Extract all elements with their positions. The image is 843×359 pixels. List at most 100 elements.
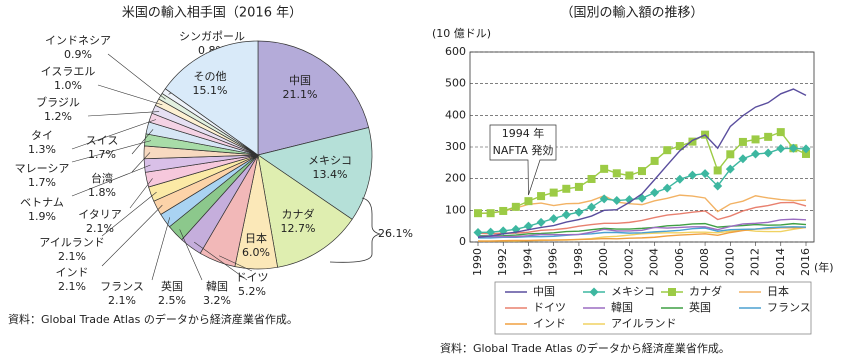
marker — [562, 184, 571, 193]
slice-value-label: 1.9% — [28, 210, 56, 223]
marker — [726, 150, 735, 159]
marker — [523, 221, 533, 231]
marker — [549, 214, 559, 224]
leader-line — [194, 241, 248, 281]
slice-label: 中国 — [289, 74, 311, 87]
marker — [499, 206, 508, 215]
y-tick-label: 400 — [445, 108, 466, 121]
slice-value-label: 13.4% — [313, 168, 348, 181]
series-line — [477, 222, 807, 237]
marker — [473, 228, 483, 237]
slice-value-label: 12.7% — [281, 222, 316, 235]
slice-value-label: 1.8% — [88, 186, 116, 199]
leader-line — [71, 119, 157, 150]
pie-slice — [257, 127, 373, 220]
marker — [688, 137, 697, 146]
slice-value-label: 2.1% — [58, 280, 86, 293]
marker — [751, 135, 760, 144]
marker — [663, 146, 672, 155]
marker — [511, 202, 520, 211]
marker — [776, 144, 786, 154]
series-line — [477, 194, 807, 215]
leader-line — [129, 178, 153, 209]
slice-value-label: 5.2% — [238, 285, 266, 298]
y-tick-label: 200 — [445, 172, 466, 185]
marker — [561, 210, 571, 220]
slice-value-label: 1.7% — [28, 176, 56, 189]
marker — [524, 197, 533, 206]
marker — [624, 195, 634, 205]
slice-value-label: 2.5% — [158, 294, 186, 307]
marker — [637, 193, 647, 203]
marker — [650, 188, 660, 198]
series-line — [477, 218, 807, 238]
leader-line — [131, 152, 151, 173]
marker — [612, 169, 621, 178]
slice-label: イタリア — [78, 208, 122, 221]
x-axis-label: (年) — [814, 260, 834, 274]
line-title: （国別の輸入額の推移） — [560, 6, 703, 21]
x-tick-label: 2012 — [749, 248, 762, 276]
bracket — [329, 197, 381, 263]
legend-marker — [589, 287, 599, 297]
slice-label: フランス — [100, 280, 144, 293]
slice-value-label: 2.1% — [86, 222, 114, 235]
slice-label: その他 — [194, 70, 227, 83]
slice-value-label: 1.3% — [28, 143, 56, 156]
annotation-text: NAFTA 発効 — [493, 143, 554, 157]
slice-label: カナダ — [282, 207, 315, 221]
slice-value-label: 1.2% — [44, 110, 72, 123]
legend-label: アイルランド — [611, 317, 676, 330]
leader-line — [219, 255, 253, 272]
y-tick-label: 600 — [445, 45, 466, 58]
marker — [587, 202, 597, 212]
marker — [486, 209, 495, 218]
slice-label: イスラエル — [41, 65, 96, 78]
slice-label: アイルランド — [39, 236, 104, 249]
x-tick-label: 2010 — [723, 248, 736, 276]
pie-slice — [257, 154, 353, 268]
y-tick-label: 100 — [445, 203, 466, 216]
y-tick-label: 0 — [459, 235, 466, 248]
slice-value-label: 21.1% — [283, 88, 318, 101]
marker — [625, 171, 634, 180]
leader-line — [179, 229, 203, 281]
leader-line — [131, 129, 154, 155]
marker — [549, 188, 558, 197]
x-tick-label: 1998 — [572, 248, 585, 276]
slice-value-label: 6.0% — [242, 246, 270, 259]
marker — [675, 174, 685, 184]
slice-label: ブラジル — [36, 95, 80, 109]
marker — [537, 192, 546, 201]
legend-marker — [668, 288, 676, 296]
marker — [776, 128, 785, 137]
legend-label: インド — [533, 317, 566, 330]
slice-label: インド — [56, 266, 89, 279]
marker — [751, 149, 761, 159]
marker — [599, 194, 609, 204]
legend-label: 中国 — [533, 285, 555, 298]
annotation-text: 1994 年 — [502, 126, 545, 140]
legend-box — [494, 281, 812, 335]
marker — [486, 227, 496, 237]
y-tick-label: 300 — [445, 140, 466, 153]
series-line — [477, 201, 807, 235]
marker — [612, 196, 622, 206]
pie-title: 米国の輸入相手国（2016 年） — [122, 6, 302, 21]
marker — [738, 137, 747, 146]
slice-label: 韓国 — [206, 280, 228, 293]
marker — [587, 174, 596, 183]
x-tick-label: 2014 — [774, 248, 787, 276]
slice-value-label: 3.2% — [203, 294, 231, 307]
x-tick-label: 2002 — [622, 248, 635, 276]
marker — [764, 132, 773, 141]
x-tick-label: 1990 — [471, 248, 484, 276]
pie-slice — [164, 40, 259, 156]
legend-label: 日本 — [767, 284, 789, 298]
x-tick-label: 2004 — [648, 248, 661, 276]
slice-label: シンガポール — [179, 30, 245, 43]
marker — [713, 181, 723, 191]
slice-value-label: 0.9% — [64, 48, 92, 61]
y-axis-label: (10 億ドル) — [432, 27, 491, 40]
